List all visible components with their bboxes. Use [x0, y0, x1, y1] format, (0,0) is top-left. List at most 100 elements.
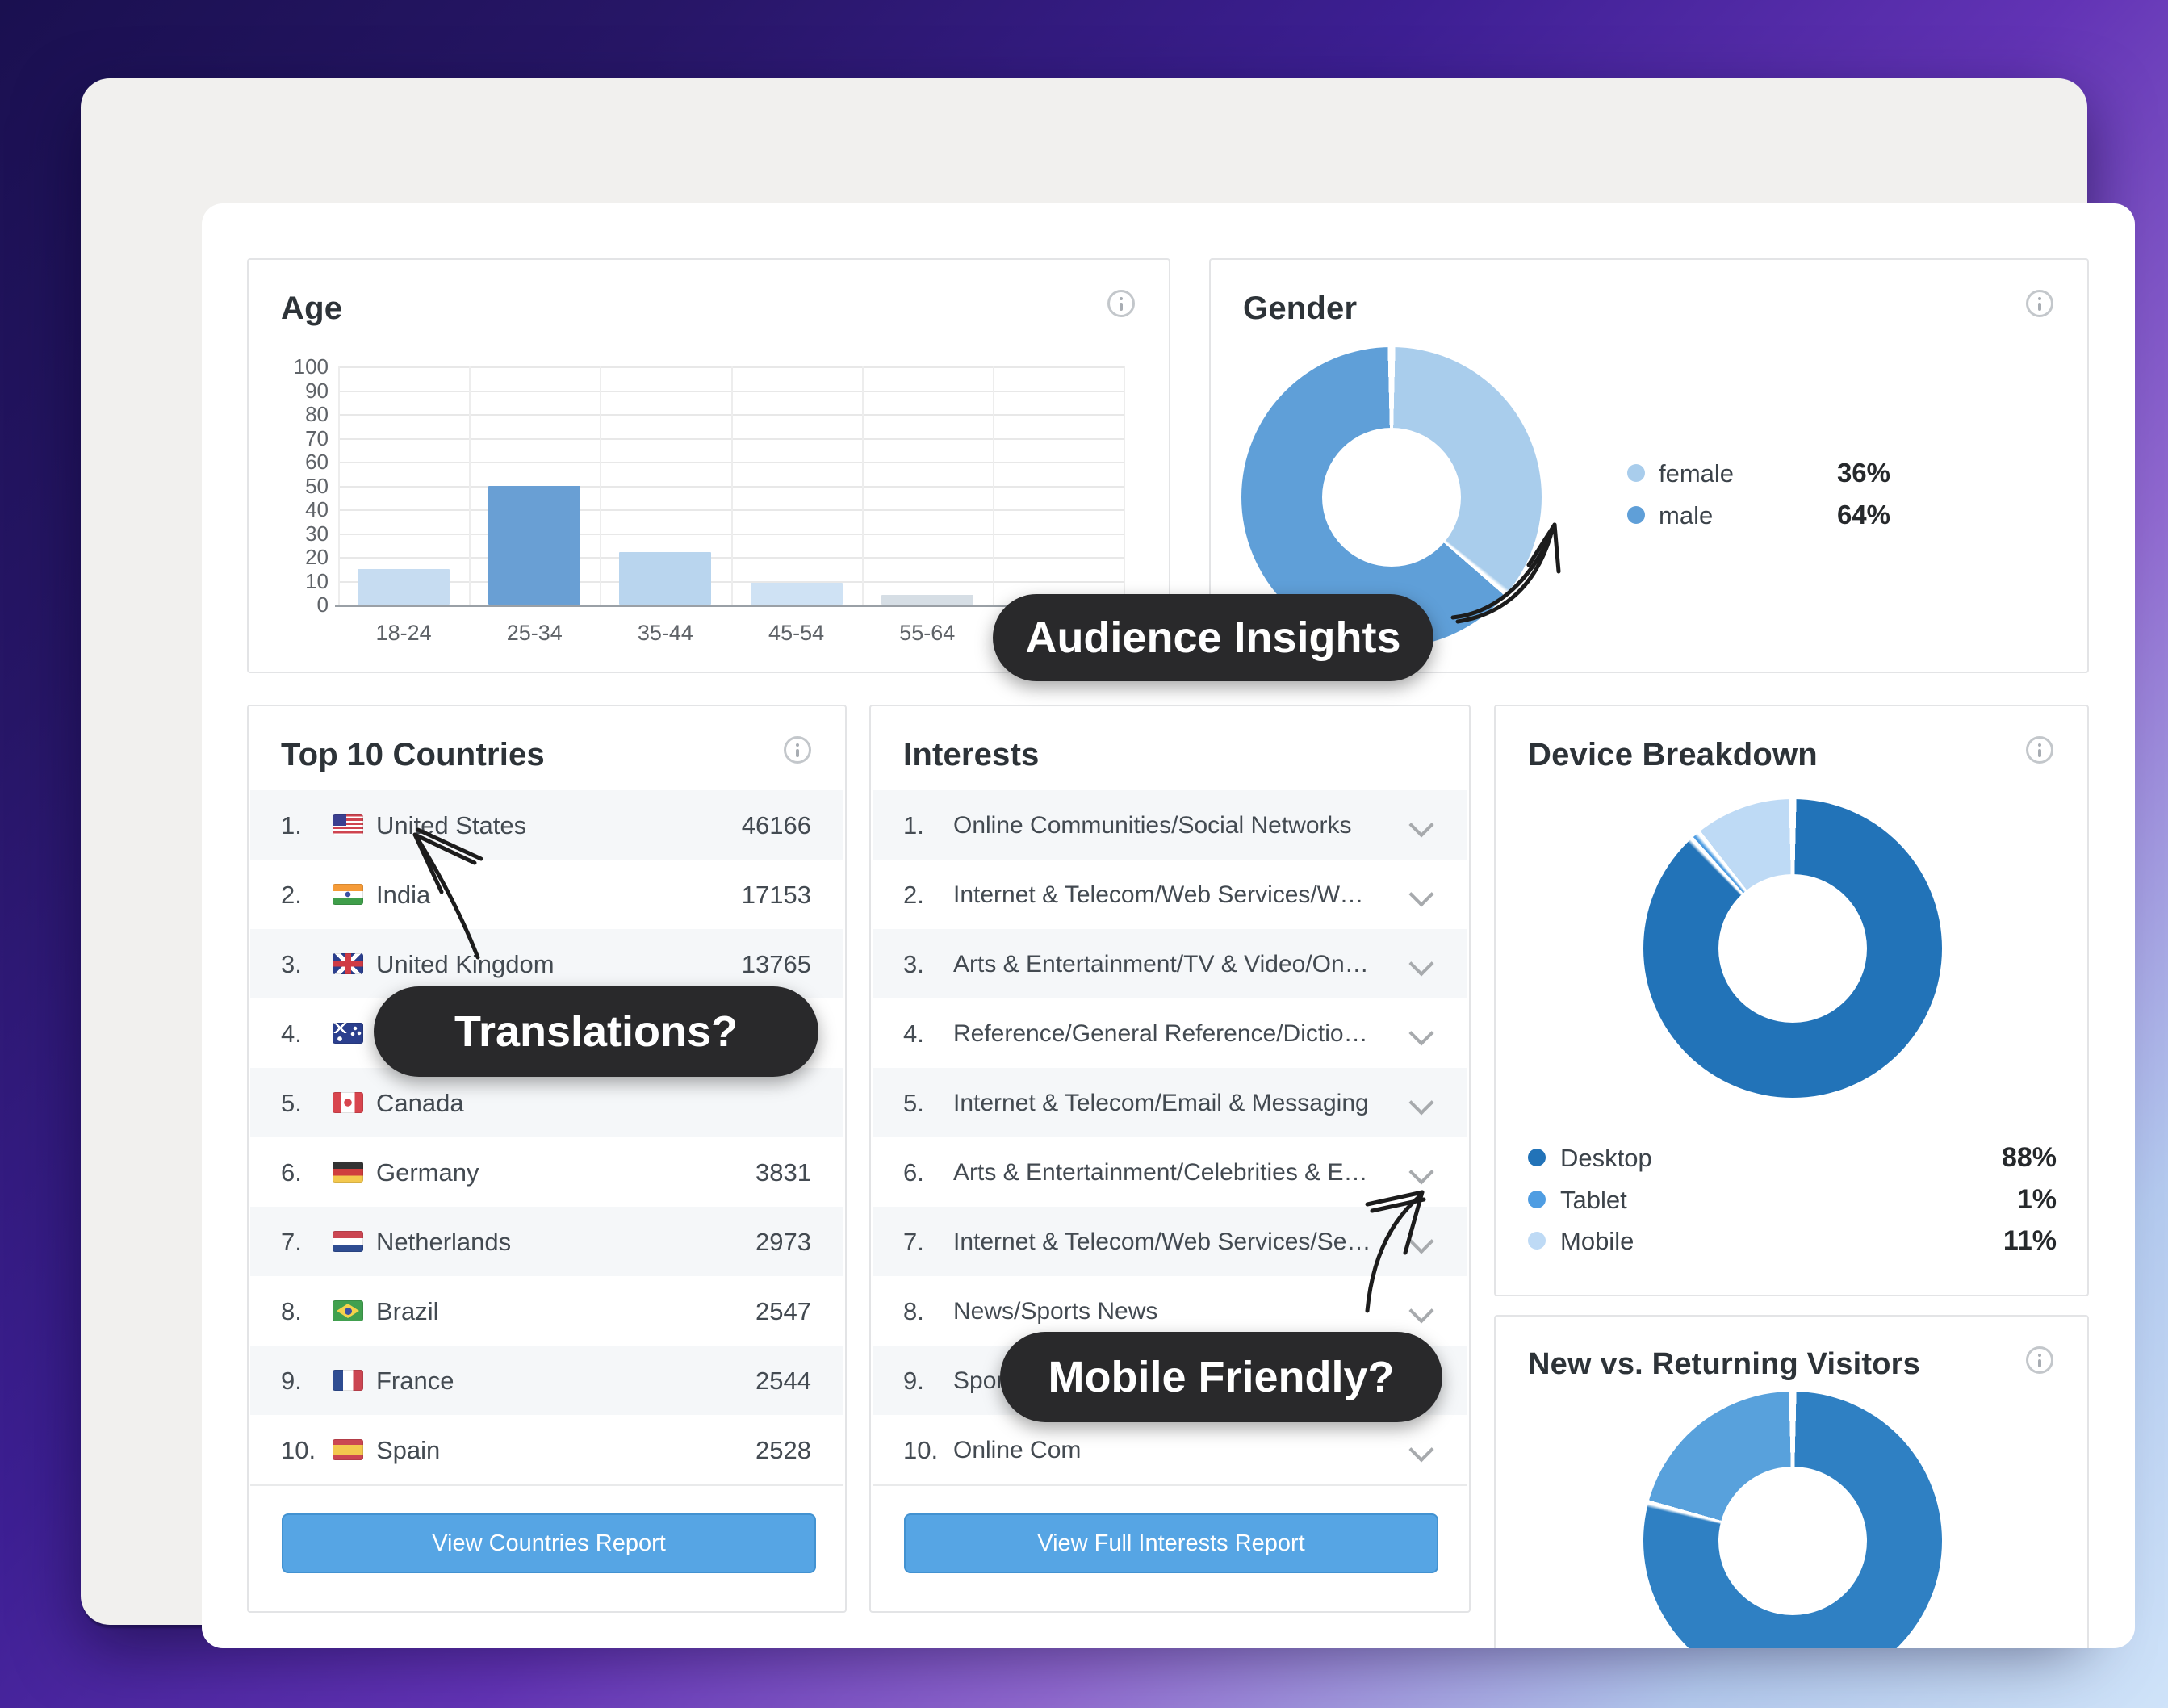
country-name: India: [376, 881, 431, 909]
view-countries-report-button[interactable]: View Countries Report: [282, 1513, 816, 1573]
interest-row[interactable]: 7. Internet & Telecom/Web Services/Searc.…: [873, 1207, 1467, 1276]
legend-value: 1%: [2016, 1183, 2057, 1215]
donut-hole: [1718, 874, 1867, 1023]
in-flag-icon: [333, 884, 363, 905]
interest-row[interactable]: 3. Arts & Entertainment/TV & Video/Online…: [873, 929, 1467, 998]
x-axis-line: [335, 605, 1128, 607]
ca-flag-icon: [333, 1092, 363, 1113]
mobile-friendly-badge: Mobile Friendly?: [1000, 1332, 1442, 1422]
chevron-down-icon[interactable]: [1408, 1229, 1434, 1254]
chevron-down-icon[interactable]: [1408, 1159, 1434, 1185]
new-vs-returning-donut-chart: [1643, 1392, 1942, 1648]
gridline: [861, 366, 864, 605]
country-rank: 8.: [281, 1297, 302, 1325]
info-icon[interactable]: [1107, 290, 1135, 317]
y-axis-label: 30: [305, 521, 329, 546]
y-axis-label: 40: [305, 497, 329, 521]
interest-label: Arts & Entertainment/TV & Video/Online..…: [953, 951, 1373, 977]
country-name: Canada: [376, 1089, 464, 1117]
dashboard-window: Age 100 90 80 70 60 50 40 30 20 10 0 18-24 25-34 35-4…: [81, 78, 2135, 1648]
country-value: 2973: [755, 1228, 811, 1256]
legend-value: 11%: [2003, 1225, 2057, 1256]
interest-row[interactable]: 4. Reference/General Reference/Dictionari…: [873, 998, 1467, 1068]
info-icon[interactable]: [2026, 290, 2053, 317]
y-axis-label: 90: [305, 378, 329, 403]
country-value: 17153: [741, 881, 811, 909]
interest-label: Internet & Telecom/Email & Messaging: [953, 1090, 1369, 1116]
interest-row[interactable]: 10. Online Com: [873, 1415, 1467, 1484]
country-rank: 2.: [281, 881, 302, 909]
gridline: [338, 366, 340, 605]
x-axis-label: 35-44: [637, 621, 693, 645]
dashboard-content: Age 100 90 80 70 60 50 40 30 20 10 0 18-24 25-34 35-4…: [202, 203, 2135, 1648]
country-rank: 4.: [281, 1019, 302, 1048]
y-axis-label: 0: [316, 592, 329, 617]
interest-label: Arts & Entertainment/Celebrities & Ente.…: [953, 1159, 1373, 1186]
legend-value: 64%: [1836, 500, 1890, 530]
br-flag-icon: [333, 1300, 363, 1321]
y-axis-label: 60: [305, 450, 329, 474]
country-value: 2547: [755, 1297, 811, 1325]
legend-label: Desktop: [1560, 1144, 1652, 1172]
nl-flag-icon: [333, 1231, 363, 1252]
y-axis-label: 80: [305, 402, 329, 426]
interest-row[interactable]: 1. Online Communities/Social Networks: [873, 790, 1467, 860]
interest-rank: 2.: [903, 881, 924, 909]
new-vs-returning-panel: New vs. Returning Visitors: [1494, 1315, 2089, 1648]
age-bar-55-64: [881, 595, 973, 605]
legend-label: Tablet: [1560, 1185, 1627, 1214]
x-axis-label: 45-54: [768, 621, 825, 645]
gridline: [992, 366, 994, 605]
y-axis-label: 70: [305, 425, 329, 450]
country-rank: 7.: [281, 1228, 302, 1256]
country-row: 10. Spain 2528: [250, 1415, 843, 1484]
donut-hole: [1322, 428, 1461, 567]
interest-row[interactable]: 2. Internet & Telecom/Web Services/Web ..…: [873, 860, 1467, 929]
donut-hole: [1718, 1467, 1867, 1615]
interest-label: Internet & Telecom/Web Services/Searc...: [953, 1229, 1373, 1255]
interest-rank: 7.: [903, 1228, 924, 1256]
translations-badge: Translations?: [374, 986, 818, 1077]
interest-rank: 10.: [903, 1436, 939, 1464]
info-icon[interactable]: [784, 736, 811, 764]
country-name: United States: [376, 811, 527, 839]
chevron-down-icon[interactable]: [1408, 1437, 1434, 1463]
legend-dot: [1528, 1232, 1546, 1250]
view-full-interests-report-button[interactable]: View Full Interests Report: [904, 1513, 1438, 1573]
interest-label: Online Com: [953, 1437, 1082, 1463]
legend-value: 88%: [2001, 1142, 2057, 1173]
new-vs-returning-title: New vs. Returning Visitors: [1528, 1347, 1920, 1381]
legend-label: female: [1659, 459, 1735, 488]
info-icon[interactable]: [2026, 736, 2053, 764]
chevron-down-icon[interactable]: [1408, 1020, 1434, 1046]
gridline: [730, 366, 733, 605]
fr-flag-icon: [333, 1370, 363, 1391]
chevron-down-icon[interactable]: [1408, 951, 1434, 977]
gender-panel-title: Gender: [1243, 291, 1358, 326]
chevron-down-icon[interactable]: [1408, 1090, 1434, 1116]
chevron-down-icon[interactable]: [1408, 1298, 1434, 1324]
chevron-down-icon[interactable]: [1408, 812, 1434, 838]
device-donut-chart: [1643, 799, 1942, 1098]
x-axis-label: 18-24: [375, 621, 432, 645]
info-icon[interactable]: [2026, 1346, 2053, 1374]
country-row: 1. United States 46166: [250, 790, 843, 860]
country-value: 13765: [741, 950, 811, 978]
countries-panel-title: Top 10 Countries: [281, 737, 545, 772]
age-bar-35-44: [619, 552, 712, 605]
interest-row[interactable]: 8. News/Sports News: [873, 1276, 1467, 1346]
country-row: 8. Brazil 2547: [250, 1276, 843, 1346]
y-axis-label: 100: [293, 354, 329, 379]
interests-panel-title: Interests: [903, 737, 1040, 772]
chevron-down-icon[interactable]: [1408, 881, 1434, 907]
interest-row[interactable]: 5. Internet & Telecom/Email & Messaging: [873, 1068, 1467, 1137]
age-bar-25-34: [488, 485, 581, 605]
country-value: 2528: [755, 1436, 811, 1464]
de-flag-icon: [333, 1162, 363, 1183]
interest-rank: 1.: [903, 811, 924, 839]
interest-row[interactable]: 6. Arts & Entertainment/Celebrities & Ent…: [873, 1137, 1467, 1207]
country-value: 3831: [755, 1158, 811, 1187]
age-bar-45-54: [750, 583, 843, 605]
gb-flag-icon: [333, 953, 363, 974]
country-row: 5. Canada: [250, 1068, 843, 1137]
